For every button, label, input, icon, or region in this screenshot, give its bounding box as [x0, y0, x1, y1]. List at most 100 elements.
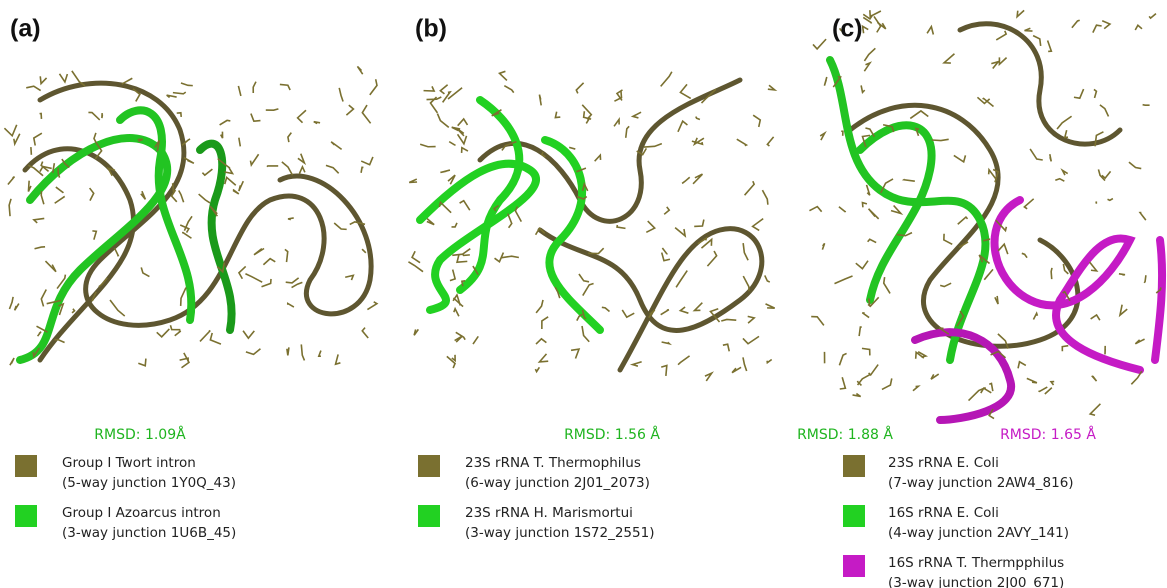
wireframe [1017, 10, 1024, 16]
wireframe [254, 248, 264, 254]
wireframe [454, 309, 459, 317]
wireframe [40, 76, 46, 83]
wireframe [661, 72, 672, 87]
wireframe [262, 279, 271, 287]
wireframe [678, 356, 690, 365]
wireframe [298, 154, 304, 163]
wireframe [115, 248, 119, 256]
wireframe [723, 344, 729, 351]
wireframe [664, 207, 669, 214]
wireframe [45, 261, 55, 272]
wireframe [1055, 179, 1064, 181]
wireframe [15, 304, 19, 311]
legend-name: 16S rRNA T. Thermpphilus [888, 555, 1064, 571]
wireframe [181, 83, 193, 86]
wireframe [743, 357, 747, 371]
wireframe [696, 117, 700, 120]
wireframe [1024, 199, 1033, 209]
wireframe [287, 347, 289, 355]
wireframe [362, 249, 366, 253]
wireframe [748, 316, 754, 323]
wireframe [602, 307, 610, 311]
rmsd: RMSD: 1.09Å [94, 426, 186, 443]
wireframe [767, 137, 773, 146]
wireframe [999, 57, 1006, 64]
legend-name: 23S rRNA T. Thermophilus [465, 455, 641, 471]
wireframe [870, 10, 881, 16]
wireframe [167, 95, 177, 97]
wireframe [571, 349, 579, 358]
wireframe [9, 199, 11, 216]
wireframe [1027, 378, 1037, 382]
wireframe [539, 95, 541, 106]
wireframe [1062, 170, 1067, 175]
wireframe [286, 278, 299, 283]
wireframe [695, 303, 703, 311]
wireframe [682, 177, 690, 183]
wireframe [38, 332, 41, 337]
wireframe [4, 125, 16, 136]
legend-name: 23S rRNA H. Marismortui [465, 505, 633, 521]
wireframe [367, 302, 376, 310]
legend-name: 16S rRNA E. Coli [888, 505, 999, 521]
wireframe [1098, 169, 1105, 180]
wireframe [199, 194, 210, 203]
wireframe [463, 254, 470, 255]
wireframe [944, 54, 954, 63]
wireframe [508, 214, 512, 228]
wireframe [448, 175, 455, 184]
legend-detail: (5-way junction 1Y0Q_43) [62, 475, 236, 491]
wireframe [675, 228, 685, 236]
wireframe [331, 142, 341, 150]
wireframe [1119, 274, 1125, 275]
wireframe [869, 298, 870, 305]
wireframe [932, 139, 949, 140]
wireframe [864, 48, 875, 61]
wireframe [1093, 25, 1102, 32]
wireframe [693, 174, 702, 184]
wireframe [542, 317, 548, 329]
wireframe [141, 191, 146, 199]
wireframe [1048, 40, 1052, 51]
wireframe [362, 105, 370, 123]
legend-detail: (3-way junction 1U6B_45) [62, 525, 236, 541]
legend-swatch [418, 505, 440, 527]
wireframe [958, 217, 968, 224]
wireframe [55, 196, 65, 203]
wireframe [765, 275, 770, 282]
wireframe [41, 289, 46, 306]
panel-label: (b) [415, 15, 447, 43]
legend-swatch [843, 555, 865, 577]
wireframe [420, 144, 435, 147]
tube [1155, 240, 1162, 360]
wireframe [853, 394, 861, 397]
wireframe [1135, 339, 1144, 344]
rmsd: RMSD: 1.56 Å [564, 426, 660, 443]
wireframe [94, 133, 97, 144]
wireframe [141, 267, 149, 276]
wireframe [495, 253, 504, 262]
wireframe [409, 179, 417, 182]
wireframe [1102, 171, 1111, 178]
tube [460, 100, 519, 290]
wireframe [617, 225, 625, 228]
wireframe [350, 222, 365, 225]
wireframe [904, 179, 915, 181]
figure: (a)RMSD: 1.09ÅGroup I Twort intron(5-way… [0, 0, 1167, 588]
wireframe [676, 271, 687, 288]
wireframe [1108, 199, 1113, 201]
wireframe [1144, 275, 1146, 283]
wireframe [743, 243, 748, 260]
wireframe [766, 304, 775, 308]
wireframe [678, 121, 687, 132]
wireframe [59, 74, 67, 82]
wireframe [458, 119, 468, 126]
wireframe [34, 218, 44, 222]
wireframe [439, 202, 451, 212]
wireframe [1140, 213, 1146, 221]
wireframe [138, 359, 146, 366]
wireframe [1033, 313, 1037, 319]
wireframe [841, 131, 843, 136]
wireframe [1074, 89, 1084, 98]
wireframe [239, 266, 246, 278]
